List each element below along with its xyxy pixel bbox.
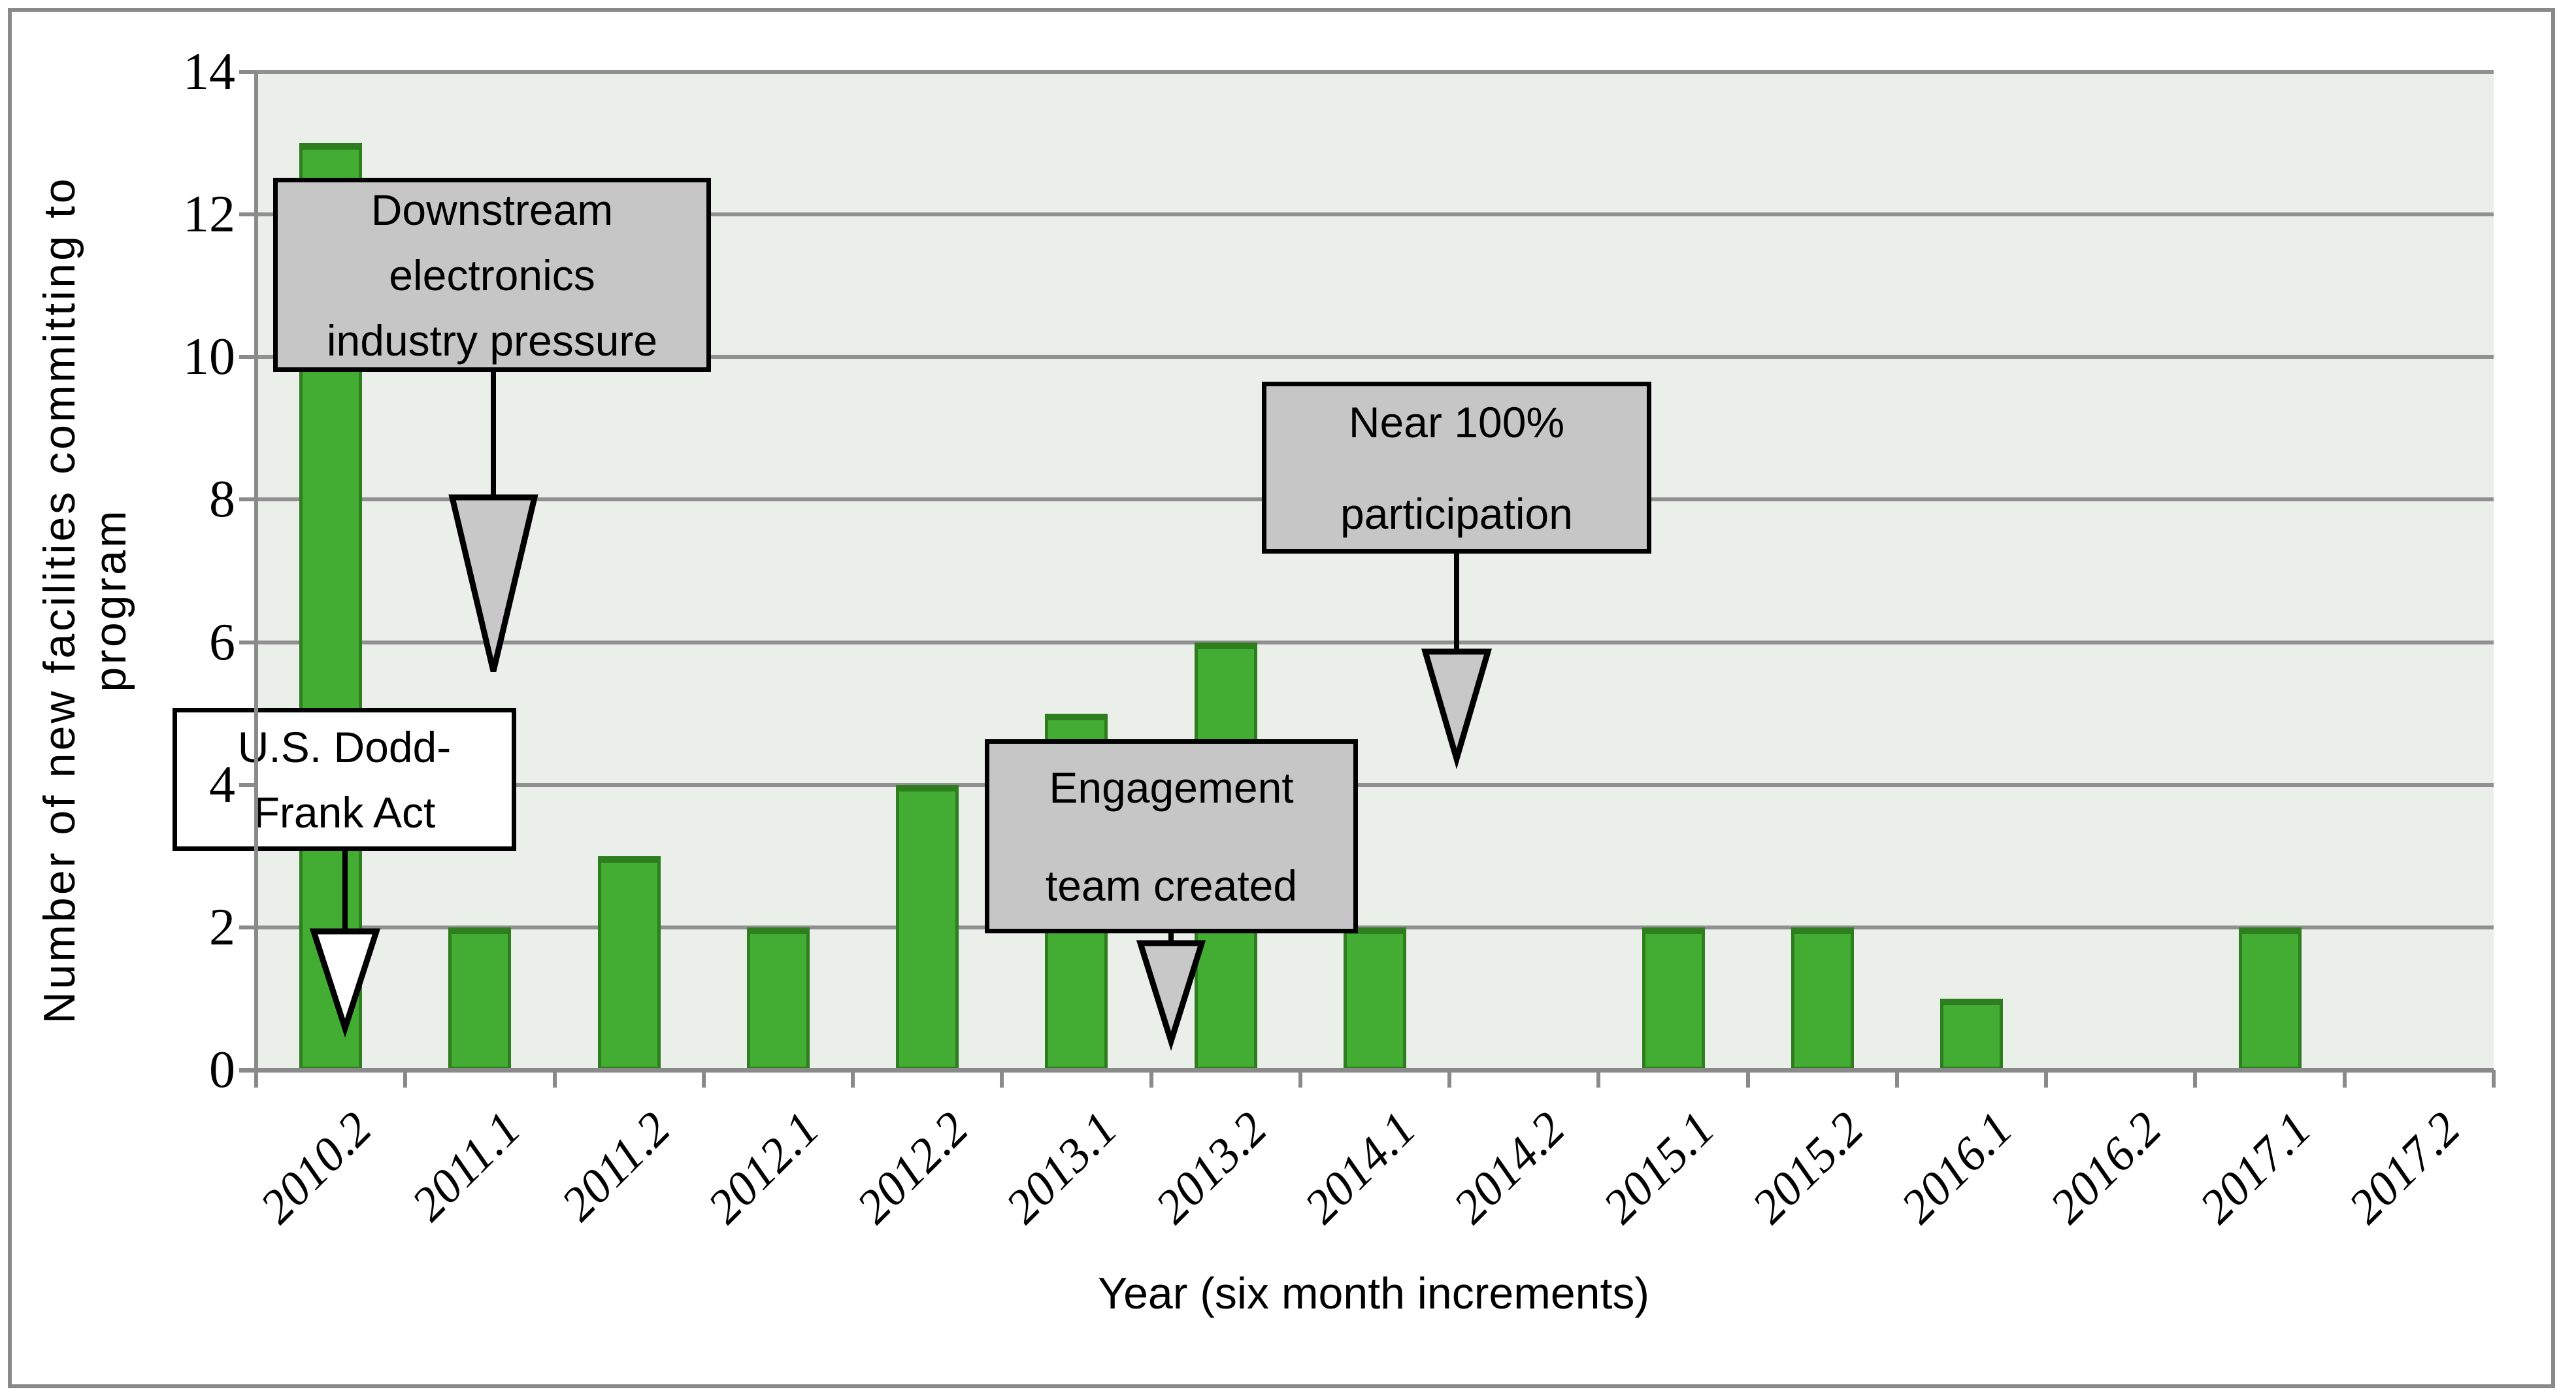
y-axis-label-8: 8 <box>209 471 235 529</box>
annotation-text-line: Downstream <box>371 185 614 234</box>
y-axis-title: Number of new facilities committing to p… <box>35 176 135 1024</box>
y-axis-label-0: 0 <box>209 1041 235 1099</box>
bar-2014.1 <box>1344 927 1406 1070</box>
figure-border <box>8 8 2555 1388</box>
x-axis-tick-9 <box>1596 1070 1601 1088</box>
y-axis-tick-6 <box>239 640 256 644</box>
y-axis-tick-8 <box>239 497 256 502</box>
annotation-text-line: U.S. Dodd- <box>237 722 452 771</box>
x-axis-title: Year (six month increments) <box>1097 1269 1650 1318</box>
annotation-box-engagement-team: Engagement team created <box>985 739 1358 933</box>
annotation-box-near-100-participation: Near 100% participation <box>1262 382 1651 554</box>
gridline-y-6 <box>256 640 2494 644</box>
y-axis-label-4: 4 <box>209 756 235 814</box>
x-axis-tick-14 <box>2342 1070 2347 1088</box>
x-axis-tick-0 <box>254 1070 258 1088</box>
gridline-y-4 <box>256 782 2494 787</box>
bar-2016.1 <box>1940 998 2004 1070</box>
annotation-text-line: participation <box>1340 489 1573 538</box>
x-axis-tick-2 <box>552 1070 557 1088</box>
annotation-text-line: electronics <box>389 250 595 299</box>
bar-2011.2 <box>597 856 661 1070</box>
annotation-box-dodd-frank: U.S. Dodd- Frank Act <box>173 708 516 851</box>
gridline-y-12 <box>256 212 2494 217</box>
gridline-y-14 <box>256 70 2494 74</box>
x-axis-tick-7 <box>1298 1070 1302 1088</box>
y-axis-label-12: 12 <box>183 186 235 244</box>
y-axis-label-2: 2 <box>209 898 235 956</box>
y-axis-tick-0 <box>239 1068 256 1072</box>
bar-2015.1 <box>1642 927 1705 1070</box>
y-axis-tick-4 <box>239 782 256 787</box>
x-axis-tick-4 <box>851 1070 855 1088</box>
bar-2011.1 <box>448 927 512 1070</box>
annotation-text-line: industry pressure <box>326 316 658 365</box>
annotation-text-line: Near 100% <box>1348 397 1565 446</box>
annotation-box-downstream-pressure: Downstream electronics industry pressure <box>273 178 711 372</box>
bar-2012.1 <box>746 927 810 1070</box>
y-axis-tick-12 <box>239 212 256 217</box>
annotation-text-line: Engagement <box>1049 763 1294 812</box>
bar-2015.2 <box>1791 927 1854 1070</box>
y-axis-label-14: 14 <box>183 43 235 101</box>
x-axis-tick-13 <box>2193 1070 2198 1088</box>
bar-2012.2 <box>896 784 959 1070</box>
y-axis-line <box>254 72 258 1070</box>
y-axis-tick-10 <box>239 355 256 359</box>
bar-2017.1 <box>2238 927 2302 1070</box>
gridline-y-10 <box>256 355 2494 359</box>
x-axis-line <box>239 1068 2494 1073</box>
y-axis-label-10: 10 <box>183 328 235 386</box>
x-axis-tick-10 <box>1745 1070 1750 1088</box>
x-axis-tick-6 <box>1149 1070 1153 1088</box>
x-axis-tick-8 <box>1447 1070 1452 1088</box>
x-axis-tick-5 <box>1000 1070 1004 1088</box>
y-axis-tick-2 <box>239 925 256 929</box>
x-axis-tick-15 <box>2492 1070 2496 1088</box>
x-axis-tick-11 <box>1894 1070 1899 1088</box>
x-axis-tick-1 <box>403 1070 408 1088</box>
annotation-text-line: team created <box>1045 861 1298 910</box>
annotation-text-line: Frank Act <box>253 788 436 837</box>
y-axis-label-6: 6 <box>209 613 235 671</box>
y-axis-tick-14 <box>239 70 256 74</box>
x-axis-tick-12 <box>2044 1070 2049 1088</box>
x-axis-tick-3 <box>701 1070 706 1088</box>
